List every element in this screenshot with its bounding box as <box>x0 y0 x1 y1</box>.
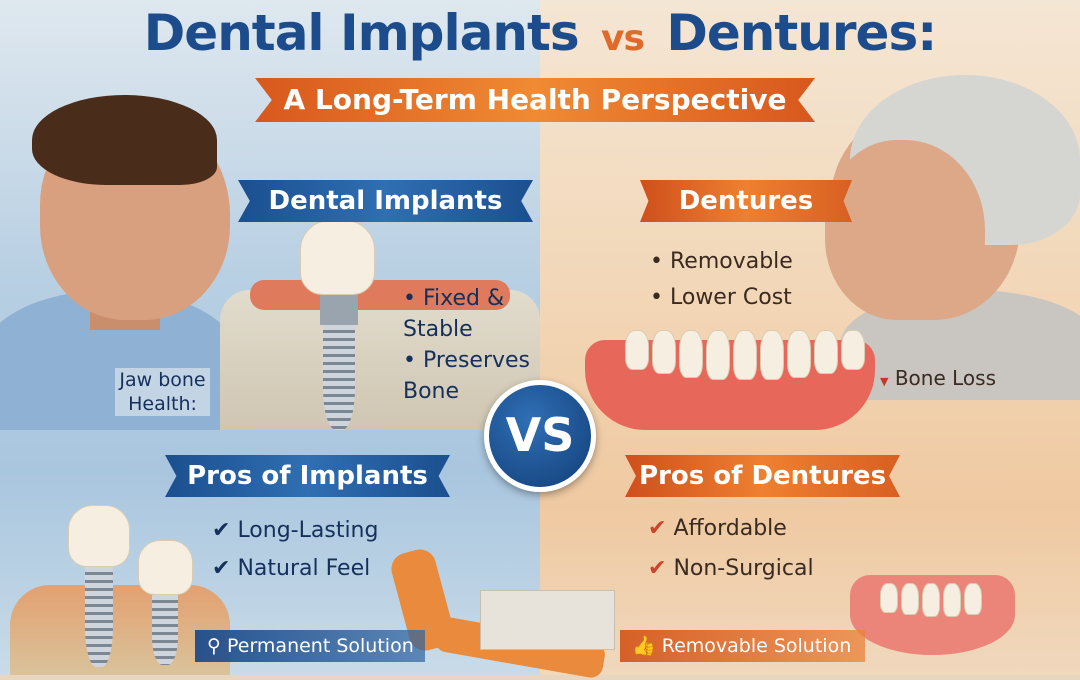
dental-chair-illustration <box>387 545 615 680</box>
check-icon: ✔ <box>212 518 231 543</box>
removable-solution-bar: 👍 Removable Solution <box>620 630 865 662</box>
dentures-pro: ✔ Non-Surgical <box>648 553 814 584</box>
page-title: Dental Implants vs Dentures: <box>0 4 1080 62</box>
dentures-bullet: • Removable <box>650 249 793 274</box>
dentures-bullet: • Lower Cost <box>650 285 792 310</box>
pro-text: Natural Feel <box>237 556 371 581</box>
pro-text: Affordable <box>673 516 787 541</box>
pro-text: Long-Lasting <box>237 518 379 543</box>
footer-text: Permanent Solution <box>226 635 414 657</box>
dentures-heading: Dentures <box>640 180 852 222</box>
permanent-solution-bar: ⚲ Permanent Solution <box>195 630 425 662</box>
implants-heading: Dental Implants <box>238 180 533 222</box>
bullet-text: Removable <box>669 249 793 274</box>
thumbs-up-icon: 👍 <box>632 635 656 657</box>
implants-bullet: • Fixed & Stable <box>403 286 505 342</box>
implants-pro: ✔ Long-Lasting <box>212 515 378 546</box>
vs-badge: VS <box>484 380 596 492</box>
denture-illustration <box>585 320 885 435</box>
subtitle-banner: A Long-Term Health Perspective <box>255 78 815 122</box>
implants-bullet: • Preserves Bone <box>403 348 531 404</box>
bullet-text: Fixed & Stable <box>403 286 505 342</box>
implants-pair-illustration <box>10 495 230 675</box>
bullet-text: Lower Cost <box>669 285 792 310</box>
older-woman-illustration <box>820 70 1080 400</box>
pro-text: Non-Surgical <box>673 556 814 581</box>
implant-illustration <box>180 220 540 435</box>
check-icon: ✔ <box>648 556 667 581</box>
footer-text: Removable Solution <box>661 635 852 657</box>
young-man-illustration <box>0 90 260 430</box>
pros-dentures-heading: Pros of Dentures <box>625 455 900 497</box>
magnifier-icon: ⚲ <box>207 635 221 657</box>
bullet-text: Preserves Bone <box>403 348 531 404</box>
check-icon: ✔ <box>648 516 667 541</box>
partial-denture-illustration <box>850 575 1015 655</box>
pros-implants-heading: Pros of Implants <box>165 455 450 497</box>
title-part2: Dentures: <box>666 4 937 62</box>
dentures-pro: ✔ Affordable <box>648 513 787 544</box>
title-vs: vs <box>601 18 645 59</box>
down-triangle-icon: ▼ <box>880 375 889 388</box>
jaw-bone-label: Jaw bone Health: <box>115 368 210 416</box>
bone-loss-text: Bone Loss <box>894 366 996 390</box>
title-part1: Dental Implants <box>143 4 580 62</box>
check-icon: ✔ <box>212 556 231 581</box>
bone-loss-label: ▼ Bone Loss <box>880 363 996 397</box>
implants-pro: ✔ Natural Feel <box>212 553 370 584</box>
